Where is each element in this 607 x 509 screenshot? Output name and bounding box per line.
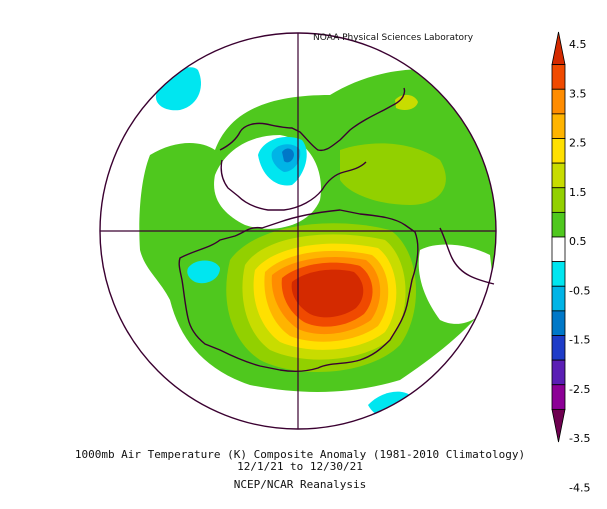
anomaly-field: [139, 67, 496, 421]
colorbar-bin: [551, 31, 566, 66]
colorbar-tick-label: 3.5: [569, 87, 587, 100]
data-source: NCEP/NCAR Reanalysis: [233, 478, 367, 491]
south-america-coastline: [220, 159, 367, 211]
colorbar-tick-label: 2.5: [569, 137, 587, 150]
colorbar-bin: [551, 285, 566, 312]
antarctica-coastline: [178, 209, 419, 373]
colorbar-bin: [551, 261, 566, 287]
colorbar-tick-label: -3.5: [569, 432, 590, 445]
colorbar-bin: [551, 113, 566, 139]
colorbar-tick-label: 0.5: [569, 235, 587, 248]
cyan-anomaly: [155, 67, 201, 111]
australia-coastline: [439, 227, 495, 285]
lime-spot: [395, 94, 418, 110]
colorbar-bin: [551, 187, 566, 213]
south-america-coastline: [219, 87, 406, 152]
colorbar-bin: [551, 310, 566, 336]
colorbar-tick-label: -0.5: [569, 284, 590, 297]
red-anomaly: [291, 269, 364, 318]
colorbar-bin: [551, 88, 566, 115]
colorbar-tick-label: 4.5: [569, 38, 587, 51]
colorbar-bin: [551, 384, 566, 410]
colorbar-bin: [551, 138, 566, 164]
darkblue-anomaly: [282, 148, 294, 163]
date-range: 12/1/21 to 12/30/21: [237, 460, 363, 473]
colorbar-bin: [551, 236, 566, 263]
colorbar-ticks: 4.5 3.5 2.5 1.5 0.5 -0.5 -1.5 -2.5 -3.5 -4.5: [569, 38, 590, 494]
colorbar-bins: [551, 31, 566, 443]
colorbar-bin: [551, 335, 566, 361]
cyan-anomaly: [187, 260, 220, 284]
colorbar-bin: [551, 359, 566, 386]
credit-label: NOAA Physical Sciences Laboratory: [313, 33, 474, 43]
colorbar-tick-label: -4.5: [569, 481, 590, 494]
map-title: 1000mb Air Temperature (K) Composite Ano…: [74, 448, 526, 461]
colorbar-bin: [551, 64, 566, 90]
coastlines: [178, 87, 495, 373]
lightgreen-anomaly: [340, 143, 446, 205]
colorbar-bin: [551, 408, 566, 443]
colorbar-tick-label: -1.5: [569, 334, 590, 347]
colorbar-bin: [551, 211, 566, 238]
colorbar-tick-label: 1.5: [569, 186, 587, 199]
colorbar-bin: [551, 162, 566, 189]
colorbar-tick-label: -2.5: [569, 383, 590, 396]
white-region: [418, 244, 495, 324]
